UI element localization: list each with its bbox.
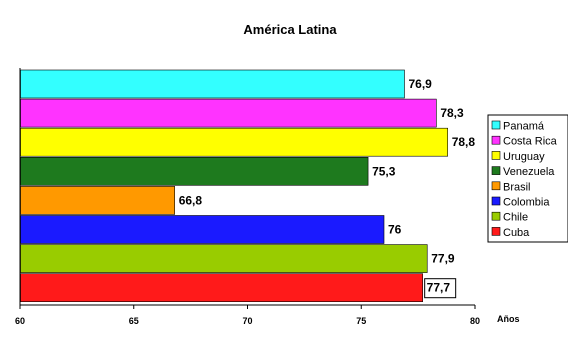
legend-swatch-7 (491, 227, 501, 236)
bar-6 (20, 244, 428, 273)
data-label-box (424, 278, 457, 299)
data-label-0: 76,9 (408, 77, 432, 91)
x-tick-label-0: 60 (15, 316, 25, 326)
legend-swatch-1 (491, 135, 501, 145)
bar-3 (20, 157, 369, 186)
x-tick-label-4: 80 (470, 316, 480, 326)
bar-7 (20, 273, 423, 303)
data-label-7: 77,7 (427, 281, 451, 295)
x-tick-label-3: 75 (356, 316, 366, 326)
bar-4 (20, 186, 175, 215)
legend-box (487, 114, 568, 243)
legend-swatch-4 (491, 181, 501, 191)
legend-label-6: Chile (503, 212, 528, 224)
plot-area: 76,9 78,3 78,8 75,3 66,8 76 77,9 77,7 60 65 70 75 8… (15, 68, 480, 326)
bar-2 (20, 127, 449, 157)
legend-label-5: Colombia (503, 197, 550, 209)
bar-5 (20, 215, 385, 244)
x-tick-label-2: 70 (242, 316, 252, 326)
bar-0 (20, 69, 405, 99)
x-ticks-group: 60 65 70 75 80 (15, 305, 480, 326)
legend-label-3: Venezuela (503, 166, 555, 178)
bars-group (20, 69, 449, 303)
x-axis-label: Años (497, 314, 520, 324)
legend-label-2: Uruguay (503, 151, 545, 163)
data-label-3: 75,3 (372, 164, 396, 178)
chart-title: América Latina (243, 22, 337, 37)
legend-swatch-6 (491, 211, 501, 221)
legend-label-0: Panamá (503, 121, 545, 133)
legend-label-7: Cuba (503, 227, 530, 239)
data-label-4: 66,8 (179, 193, 203, 207)
legend-swatch-2 (491, 151, 501, 160)
data-label-5: 76 (388, 223, 402, 237)
legend-swatch-3 (491, 166, 501, 175)
x-tick-label-1: 65 (129, 316, 139, 326)
data-label-2: 78,8 (452, 135, 476, 149)
data-label-1: 78,3 (440, 106, 464, 120)
legend-label-4: Brasil (503, 181, 531, 193)
data-labels-group: 76,9 78,3 78,8 75,3 66,8 76 77,9 77,7 (179, 77, 476, 299)
legend-swatch-5 (491, 196, 501, 206)
bar-1 (20, 98, 437, 128)
legend: Panamá Costa Rica Uruguay Venezuela Brasil Co… (487, 114, 568, 243)
legend-swatch-0 (491, 120, 501, 130)
legend-label-1: Costa Rica (503, 136, 558, 148)
data-label-6: 77,9 (431, 252, 455, 266)
